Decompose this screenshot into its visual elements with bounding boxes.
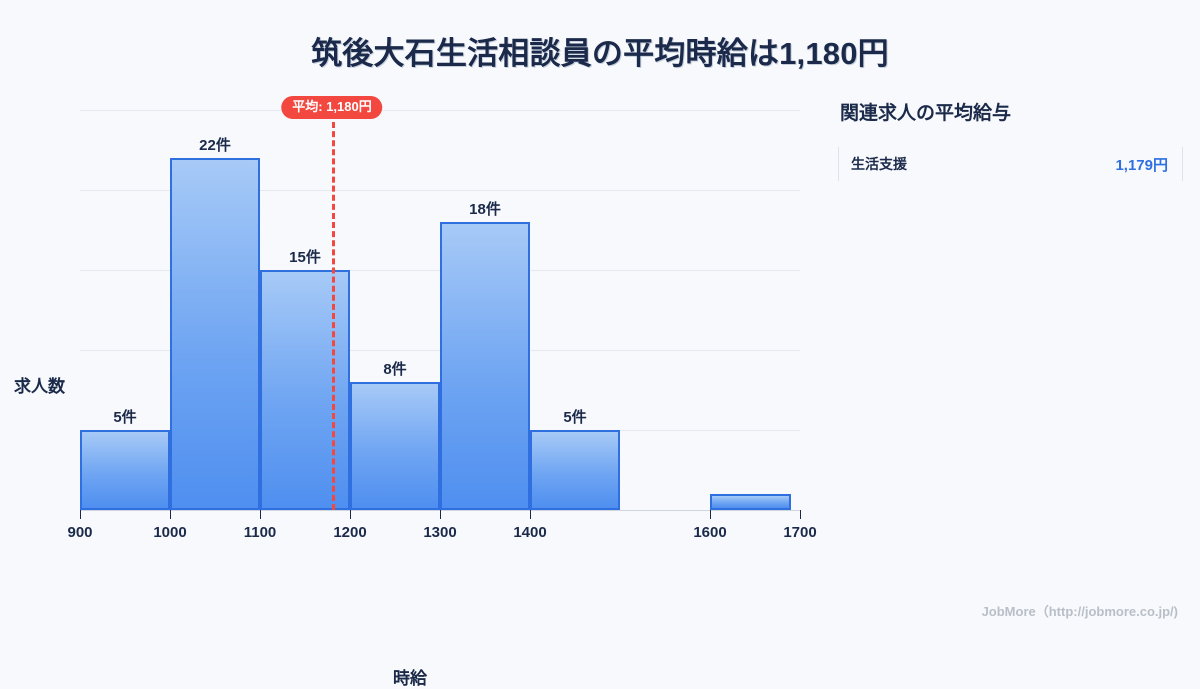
histogram-chart: 求人数 5件 22件 15件 8件 18件 5件 900 1000 1100 1200 1300 14… <box>0 90 820 688</box>
gridline <box>80 189 800 191</box>
x-axis-tick-label: 1000 <box>153 524 187 541</box>
histogram-bar[interactable] <box>440 221 530 510</box>
bar-value-label: 8件 <box>383 360 407 378</box>
x-axis-tick <box>350 510 351 519</box>
related-salary-row-value: 1,179円 <box>1115 156 1168 174</box>
x-axis-tick-label: 900 <box>67 524 93 541</box>
bar-value-label: 5件 <box>563 408 587 426</box>
x-axis-tick-label: 1200 <box>333 524 367 541</box>
histogram-bar[interactable] <box>530 429 620 510</box>
gridline <box>80 109 800 111</box>
x-axis-tick-label: 1100 <box>243 524 277 541</box>
x-axis-tick <box>530 510 531 519</box>
x-axis-tick <box>170 510 171 519</box>
bar-value-label: 18件 <box>469 200 501 218</box>
x-axis-tick-label: 1700 <box>783 524 817 541</box>
related-salary-panel: 関連求人の平均給与 生活支援 1,179円 <box>838 98 1183 181</box>
chart-page: 筑後大石生活相談員の平均時給は1,180円 求人数 5件 22件 15件 8件 18件 5… <box>0 36 1183 688</box>
related-salary-title: 関連求人の平均給与 <box>840 103 1012 124</box>
related-salary-row-label: 生活支援 <box>851 156 907 172</box>
y-axis-title: 求人数 <box>14 377 65 396</box>
bar-value-label: 22件 <box>199 136 231 154</box>
x-axis-tick <box>440 510 441 519</box>
x-axis-title: 時給 <box>393 669 427 688</box>
plot-area: 5件 22件 15件 8件 18件 5件 900 1000 1100 1200 1300 1400 16… <box>67 96 817 541</box>
related-salary-row[interactable]: 生活支援 1,179円 <box>838 147 1183 181</box>
related-salary-rows: 生活支援 1,179円 <box>838 147 1183 181</box>
histogram-bar[interactable] <box>710 493 791 510</box>
footer-watermark: JobMore（http://jobmore.co.jp/) <box>981 604 1178 619</box>
bar-value-label: 15件 <box>289 248 321 266</box>
histogram-bar[interactable] <box>350 381 440 510</box>
histogram-bar[interactable] <box>260 269 350 510</box>
histogram-bar[interactable] <box>80 429 170 510</box>
histogram-bar[interactable] <box>170 157 260 510</box>
x-axis-tick-label: 1600 <box>693 524 727 541</box>
bar-value-label: 5件 <box>113 408 137 426</box>
x-axis-tick-label: 1300 <box>423 524 457 541</box>
average-badge: 平均: 1,180円 <box>281 96 383 120</box>
x-axis-tick <box>80 510 81 519</box>
x-axis-tick <box>260 510 261 519</box>
x-axis-tick-label: 1400 <box>513 524 547 541</box>
x-axis-tick <box>710 510 711 519</box>
average-line <box>332 122 335 510</box>
page-title: 筑後大石生活相談員の平均時給は1,180円 <box>311 36 889 71</box>
x-axis-tick <box>800 510 801 519</box>
